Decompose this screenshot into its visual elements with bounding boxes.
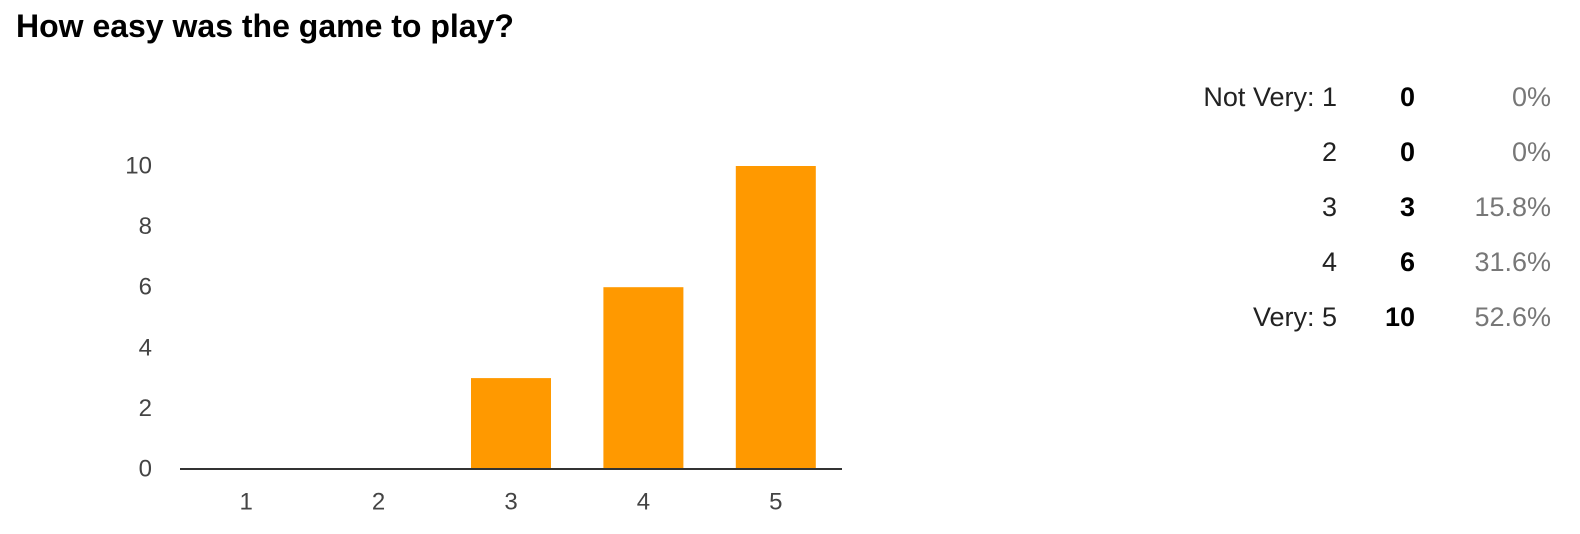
y-tick-label: 0	[139, 456, 152, 483]
summary-row: 4 6 31.6%	[1203, 235, 1551, 290]
y-tick-label: 10	[125, 153, 152, 180]
y-tick-label: 6	[139, 274, 152, 301]
summary-row-count: 10	[1384, 302, 1415, 332]
summary-row-label: 3	[1321, 192, 1337, 222]
summary-row-percent: 0%	[1511, 137, 1551, 167]
x-axis-ticks: 1 2 3 4 5	[240, 489, 783, 516]
question-title: How easy was the game to play?	[16, 8, 514, 44]
summary-row: 2 0 0%	[1203, 125, 1551, 180]
summary-row-label: 2	[1321, 137, 1337, 167]
x-tick-label: 2	[372, 489, 385, 516]
summary-row: 3 3 15.8%	[1203, 180, 1551, 235]
summary-row-label: Very: 5	[1252, 302, 1337, 332]
y-tick-label: 8	[139, 213, 152, 240]
summary-row-percent: 15.8%	[1474, 192, 1551, 222]
x-tick-label: 3	[504, 489, 517, 516]
summary-row: Not Very: 1 0 0%	[1203, 70, 1551, 125]
x-tick-label: 5	[769, 489, 782, 516]
x-tick-label: 1	[240, 489, 253, 516]
summary-row-count: 3	[1399, 192, 1415, 222]
summary-row-percent: 0%	[1511, 82, 1551, 112]
response-summary-table: Not Very: 1 0 0% 2 0 0% 3 3 15.8% 4 6 31.6% Very: 5 1…	[1203, 70, 1551, 345]
x-tick-label: 4	[637, 489, 650, 516]
summary-row: Very: 5 10 52.6%	[1203, 290, 1551, 345]
y-axis-ticks: 0 2 4 6 8 10	[125, 153, 152, 483]
summary-row-percent: 52.6%	[1474, 302, 1551, 332]
bar-3	[471, 378, 551, 469]
bars	[471, 166, 816, 469]
summary-row-percent: 31.6%	[1474, 247, 1551, 277]
y-tick-label: 4	[139, 334, 152, 361]
bar-5	[735, 166, 816, 469]
summary-row-count: 0	[1399, 82, 1415, 112]
summary-row-label: 4	[1321, 247, 1337, 277]
bar-4	[603, 287, 684, 469]
summary-row-count: 0	[1399, 137, 1415, 167]
summary-row-count: 6	[1399, 247, 1415, 277]
y-tick-label: 2	[139, 395, 152, 422]
summary-row-label: Not Very: 1	[1203, 82, 1337, 112]
